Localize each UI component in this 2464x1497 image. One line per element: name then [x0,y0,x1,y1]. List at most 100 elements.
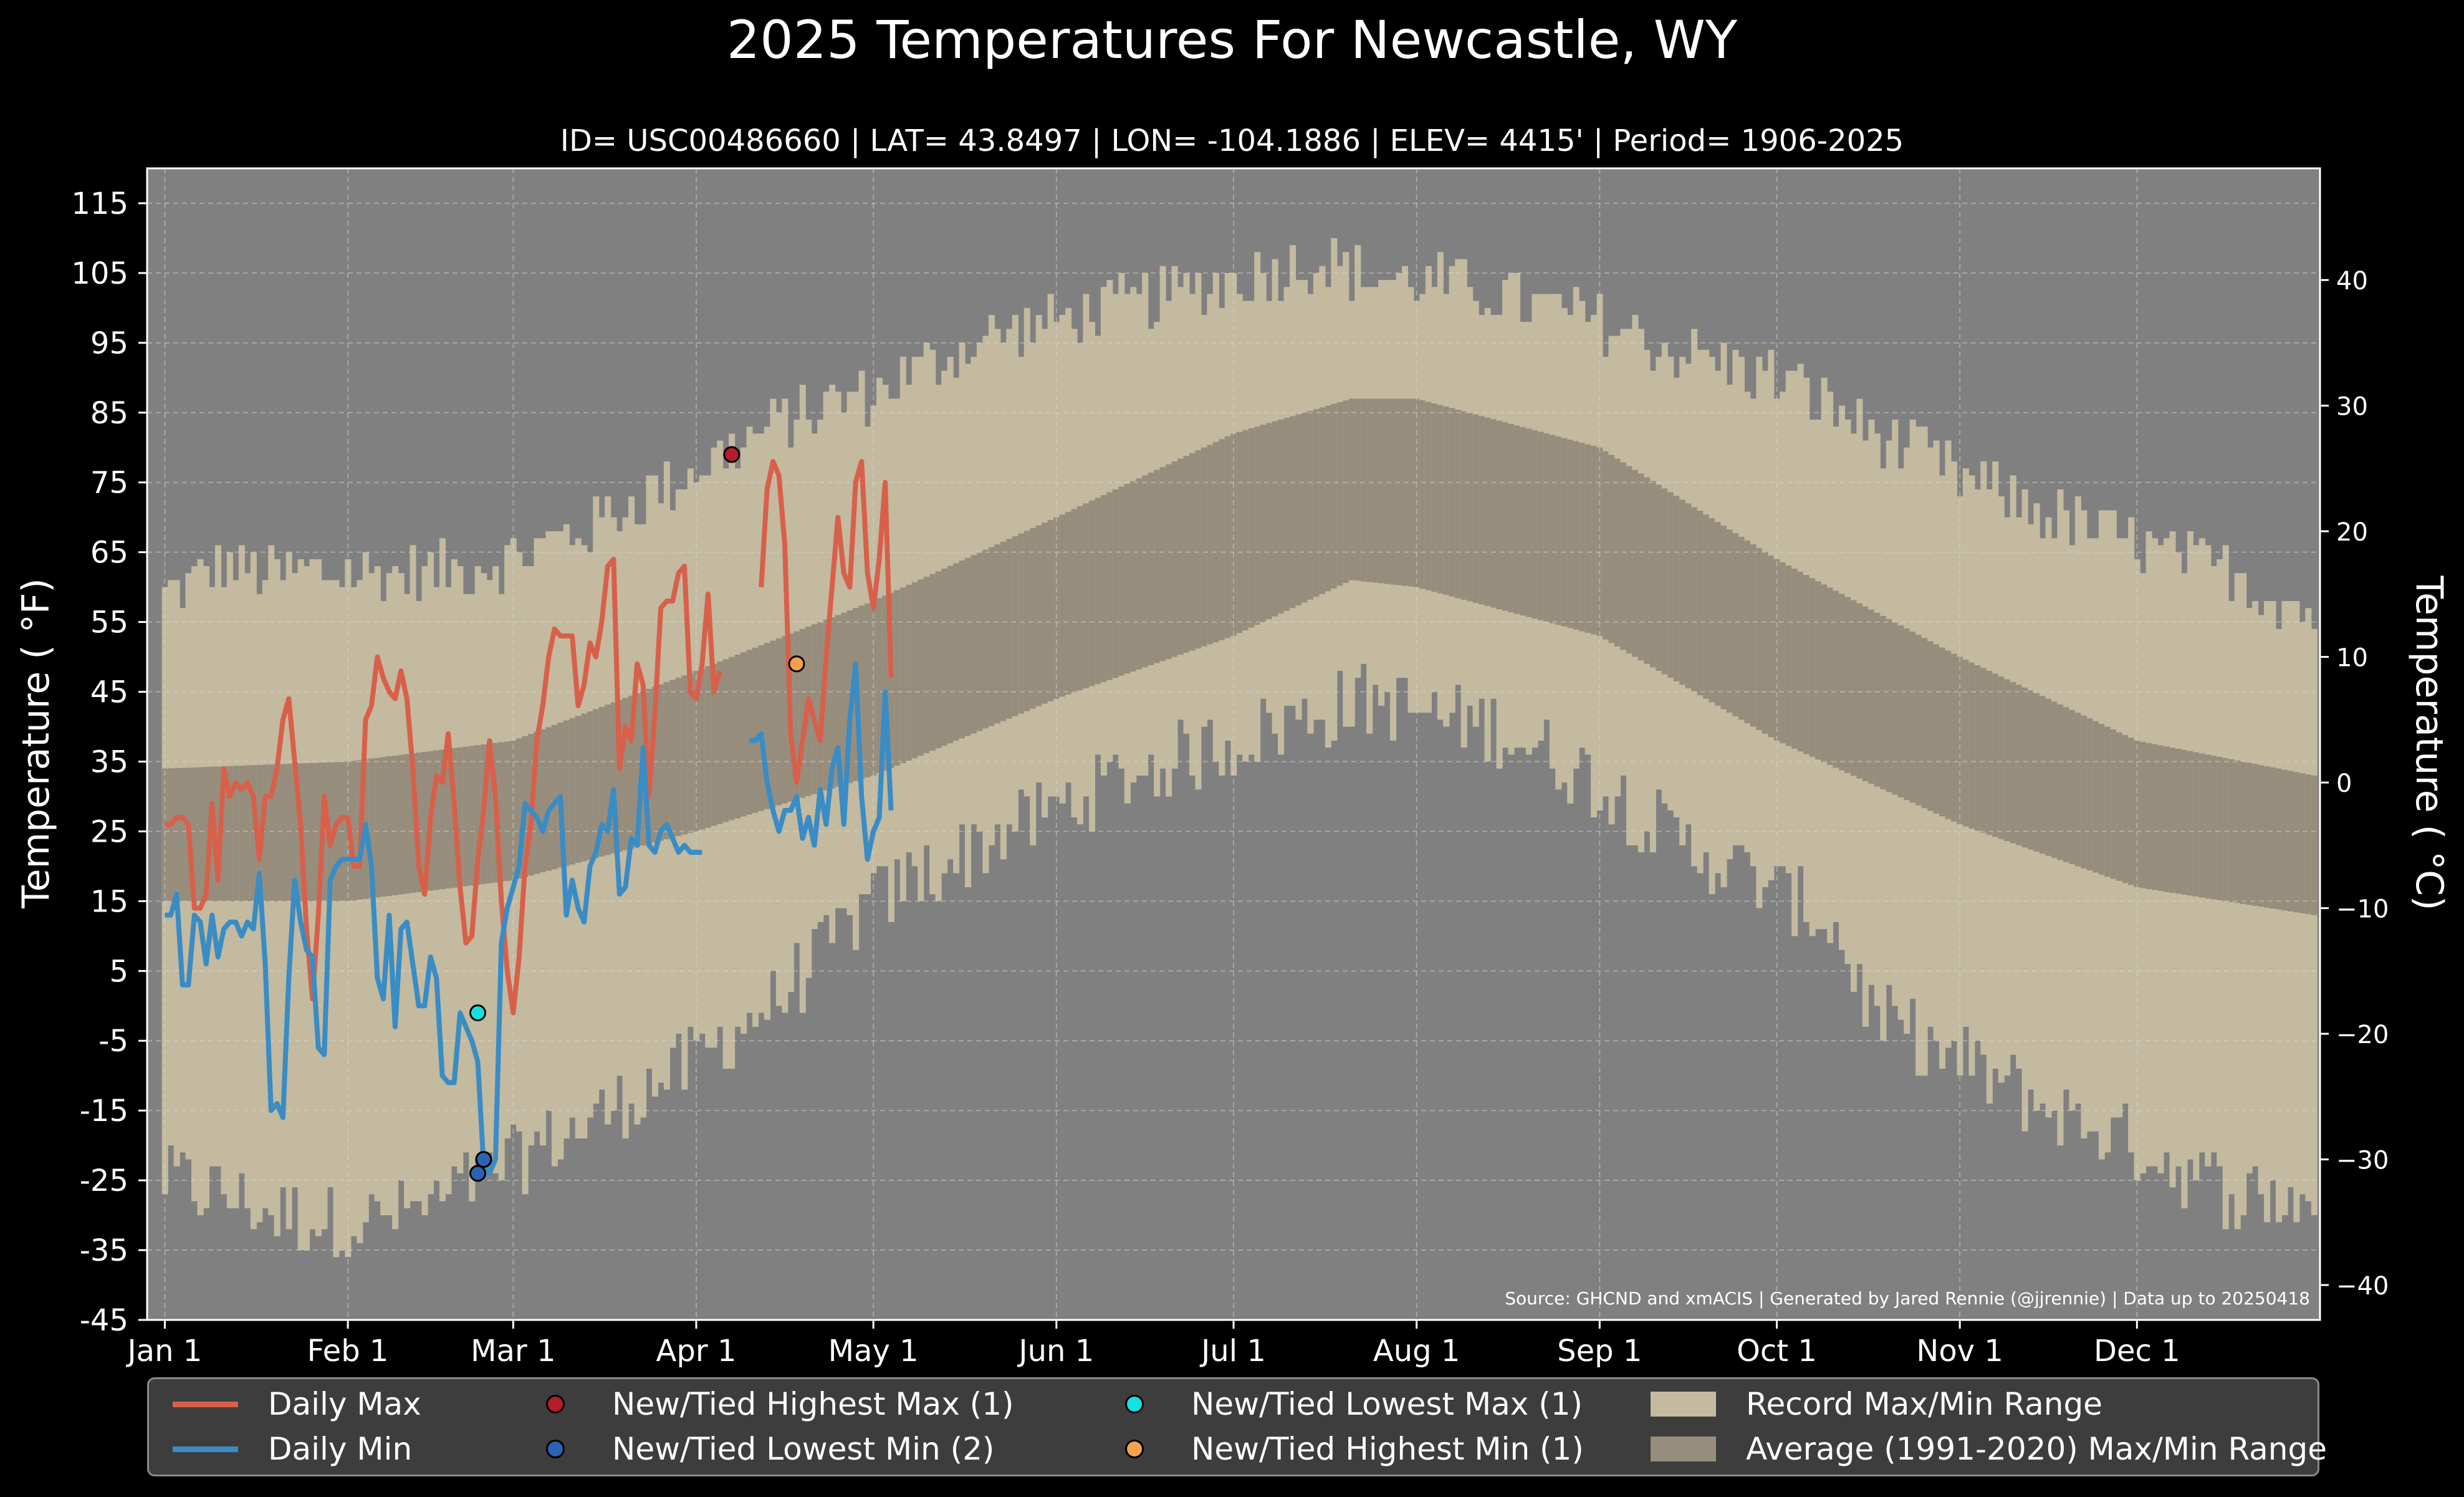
normal-range-bar [2045,698,2052,856]
normal-range-bar [775,638,782,806]
normal-range-bar [1354,398,1361,581]
normal-range-bar [1095,498,1101,685]
daily-min-line [165,745,702,1176]
normal-range-bar [1596,447,1603,636]
x-tick-label: May 1 [828,1334,919,1369]
y-tick-label-left: 115 [71,186,128,221]
normal-range-bar [888,593,894,768]
y-tick-label-left: 65 [90,536,128,570]
legend-label: Average (1991-2020) Max/Min Range [1746,1431,2327,1467]
normal-range-bar [191,767,198,902]
normal-range-bar [964,557,972,736]
normal-range-bar [2287,771,2294,912]
normal-range-bar [1000,541,1007,721]
normal-range-bar [959,561,966,739]
normal-range-bar [309,763,316,902]
normal-range-bar [2210,756,2217,900]
normal-range-bar [1673,496,1680,681]
normal-range-bar [563,720,570,867]
normal-range-bar [947,566,954,744]
y-axis-label-right: Temperature ( °C) [2407,575,2451,911]
normal-range-bar [729,657,736,821]
normal-range-bar [705,666,712,828]
normal-range-bar [1201,447,1207,647]
normal-range-bar [1100,494,1107,682]
normal-range-bar [918,579,924,756]
normal-range-bar [262,764,269,902]
normal-range-bar [2092,721,2099,873]
normal-range-bar [793,631,800,800]
normal-range-bar [1738,537,1745,720]
normal-range-bar [1555,436,1562,625]
normal-range-bar [244,765,251,902]
normal-range-bar [2299,773,2306,913]
normal-range-bar [994,544,1001,724]
normal-range-bar [1785,565,1792,746]
normal-range-bar [1850,600,1857,776]
normal-range-bar [2028,690,2035,850]
x-tick-label: Sep 1 [1557,1334,1642,1369]
legend-label: Record Max/Min Range [1746,1386,2102,1422]
normal-range-bar [1283,418,1290,611]
normal-range-bar [575,716,582,863]
normal-range-bar [1720,526,1727,710]
record-marker-point [469,1165,486,1182]
legend-item: New/Tied Lowest Max (1) [1101,1384,1583,1424]
normal-range-bar [510,740,517,880]
normal-range-bar [1030,528,1037,709]
y-tick-label-left: 5 [109,954,128,989]
normal-range-bar [1950,653,1958,822]
normal-range-bar [651,686,658,843]
normal-range-bar [1154,469,1161,663]
y-tick-label-right: 0 [2336,769,2352,798]
chart-subtitle: ID= USC00486660 | LAT= 43.8497 | LON= -1… [560,123,1904,158]
normal-range-bar [416,753,423,892]
normal-range-bar [421,751,428,892]
normal-range-bar [971,555,977,734]
normal-range-bar [2217,757,2223,900]
normal-range-bar [1703,514,1710,699]
normal-range-bar [1809,578,1816,757]
normal-range-bar [899,587,906,764]
normal-range-bar [469,746,476,886]
legend-label: New/Tied Lowest Min (2) [612,1431,995,1467]
normal-range-bar [2258,765,2265,907]
normal-range-bar [1827,587,1834,765]
normal-range-bar [1815,581,1822,760]
normal-range-bar [1124,483,1131,674]
x-tick-label: Oct 1 [1737,1334,1817,1369]
normal-range-bar [1691,507,1698,692]
record-range-bar [2264,601,2271,1223]
normal-range-bar [1974,665,1981,831]
normal-range-bar [439,749,446,890]
normal-range-bar [197,767,204,902]
normal-range-bar [1520,426,1527,616]
record-range-bar [2275,628,2283,1223]
normal-range-bar [681,675,688,835]
y-tick-label-right: −40 [2336,1272,2389,1301]
normal-range-bar [1118,486,1125,676]
normal-range-bar [2270,767,2276,909]
x-tick-label: Jun 1 [1017,1334,1094,1369]
daily-min-line [749,661,894,862]
normal-range-bar [2104,726,2111,877]
record-range-bar [338,587,345,1251]
normal-range-bar [1626,466,1633,653]
normal-range-bar [941,569,948,746]
normal-range-bar [1791,569,1798,749]
normal-range-bar [1307,410,1314,600]
normal-range-bar [870,601,877,776]
normal-range-bar [829,617,836,789]
normal-range-bar [734,654,741,819]
normal-range-bar [2016,685,2023,845]
normal-range-bar [1921,638,1928,809]
normal-range-bar [634,693,641,847]
normal-range-bar [953,563,960,741]
normal-range-bar [1620,462,1627,650]
normal-range-bar [2140,741,2147,888]
normal-range-bar [1071,509,1078,693]
normal-range-bar [238,765,245,902]
normal-range-bar [539,729,547,873]
normal-range-bar [929,574,936,751]
normal-range-bar [622,698,629,850]
